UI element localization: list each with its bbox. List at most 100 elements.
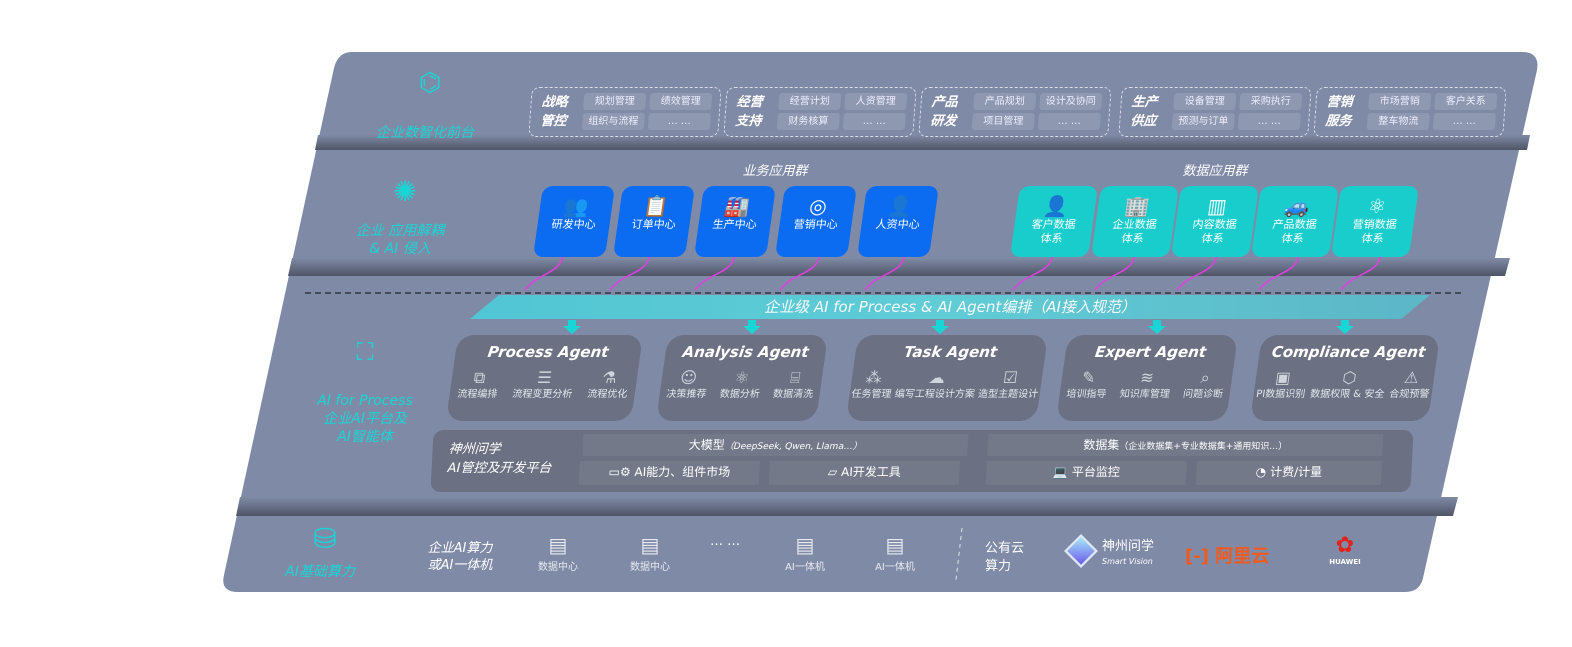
capability-label: 数据权限 & 安全 [1309, 389, 1386, 400]
agent-capability[interactable]: ⌸ 数据清洗 [772, 367, 817, 401]
business-title: 业务应用群 [742, 164, 808, 179]
group-chip[interactable]: … … [1237, 113, 1301, 130]
model-bar[interactable]: 大模型（DeepSeek, Qwen, Llama…） [582, 434, 969, 456]
group-chip[interactable]: … … [1037, 113, 1101, 130]
group-chip[interactable]: 客户关系 [1434, 93, 1498, 110]
dataset-note: （企业数据集+专业数据集+通用知识…） [1118, 442, 1288, 452]
data-card[interactable]: 🚙 产品数据 体系 [1251, 186, 1339, 257]
front-group: 生产供应 设备管理 采购执行 预测与订单… … [1118, 87, 1312, 137]
person-icon: 👤 [886, 194, 915, 218]
business-card[interactable]: 👤 人资中心 [857, 186, 939, 257]
group-chip[interactable]: 预测与订单 [1171, 113, 1235, 130]
agent-capability[interactable]: ⚗ 流程优化 [586, 367, 631, 401]
wand-icon: ✎ [1080, 368, 1097, 387]
target-icon: ◎ [807, 194, 829, 218]
capability-label: 流程变更分析 [511, 389, 573, 400]
card-label-line1: 客户数据 [1030, 218, 1077, 231]
dataset-bar[interactable]: 数据集（企业数据集+专业数据集+通用知识…） [987, 434, 1384, 456]
data-card[interactable]: ▥ 内容数据 体系 [1171, 186, 1259, 257]
group-title: 生产供应 [1129, 95, 1159, 129]
group-chip[interactable]: … … [842, 113, 906, 130]
group-chip[interactable]: 产品规划 [973, 93, 1037, 110]
building-icon: 🏢 [1123, 194, 1152, 218]
agent-capability[interactable]: ⌕ 问题诊断 [1182, 367, 1227, 401]
data-card[interactable]: ⚛ 营销数据 体系 [1331, 186, 1419, 257]
business-card[interactable]: 🏭 生产中心 [694, 186, 776, 257]
agent-capability[interactable]: ≋ 知识库管理 [1119, 367, 1174, 401]
group-title: 经营支持 [734, 95, 764, 129]
capability-label: 培训指导 [1065, 389, 1108, 400]
business-card[interactable]: 📋 订单中心 [613, 186, 695, 257]
group-chip[interactable]: 组织与流程 [581, 113, 645, 130]
card-label-line1: 企业数据 [1111, 218, 1158, 231]
card-label-line2: 体系 [1120, 232, 1145, 245]
agent-capability[interactable]: ☑ 造型主题设计 [977, 367, 1042, 401]
agent-card[interactable]: Task Agent ⁂ 任务管理 ☁ 编写工程设计方案 ☑ 造型主题设计 [845, 335, 1049, 421]
group-chip[interactable]: 规划管理 [583, 93, 647, 110]
ai-label-line3: AI智能体 [337, 429, 393, 445]
server-icon: ▤ [885, 533, 905, 557]
devtools-bar[interactable]: ▱ AI开发工具 [768, 461, 960, 485]
devtools-label: AI开发工具 [840, 465, 902, 479]
front-label: 企业数智化前台 [376, 125, 474, 141]
id-card-icon: ▣ [1274, 368, 1292, 387]
group-chip[interactable]: 项目管理 [971, 113, 1035, 130]
agent-capability[interactable]: ⚠ 合规预警 [1388, 367, 1433, 401]
card-label: 营销中心 [792, 218, 839, 231]
group-chip[interactable]: 财务核算 [776, 113, 840, 130]
data-card[interactable]: 👤 客户数据 体系 [1010, 186, 1098, 257]
card-label-line2: 体系 [1039, 232, 1064, 245]
capability-label: 造型主题设计 [977, 389, 1039, 400]
capability-label: PI数据识别 [1255, 389, 1306, 400]
devtools-icon: ▱ [827, 465, 842, 479]
private-compute: 企业AI算力 或AI一体机 [415, 540, 505, 574]
server-label: AI一体机 [875, 562, 915, 573]
capability-label: 数据清洗 [772, 389, 814, 400]
ai-platform: 神州问学 AI管控及开发平台 大模型（DeepSeek, Qwen, Llama…… [430, 430, 1414, 492]
model-label: 大模型 [688, 438, 726, 452]
group-chip[interactable]: 市场营销 [1368, 93, 1432, 110]
business-card[interactable]: 👥 研发中心 [533, 186, 615, 257]
agent-capability[interactable]: ☰ 流程变更分析 [511, 367, 576, 401]
agent-capability[interactable]: ▣ PI数据识别 [1255, 367, 1309, 401]
group-chip[interactable]: 人资管理 [844, 93, 908, 110]
agent-capability[interactable]: ☁ 编写工程设计方案 [894, 367, 979, 401]
agent-card[interactable]: Analysis Agent ☺ 决策推荐 ⚛ 数据分析 ⌸ 数据清洗 [655, 335, 829, 421]
capability-label: 任务管理 [850, 389, 893, 400]
agent-capability[interactable]: ⧉ 流程编排 [456, 367, 501, 401]
group-chip[interactable]: 设备管理 [1173, 93, 1237, 110]
group-chip[interactable]: 绩效管理 [649, 93, 713, 110]
down-arrows [563, 320, 1354, 334]
agent-card[interactable]: Expert Agent ✎ 培训指导 ≋ 知识库管理 ⌕ 问题诊断 [1055, 335, 1239, 421]
group-chip[interactable]: 设计及协同 [1039, 93, 1103, 110]
agent-capability[interactable]: ☺ 决策推荐 [665, 367, 710, 401]
card-label: 人资中心 [874, 218, 921, 231]
brain-icon: ⌬ [418, 68, 442, 98]
business-card[interactable]: ◎ 营销中心 [775, 186, 857, 257]
server-label: AI一体机 [785, 562, 825, 573]
group-chip[interactable]: 整车物流 [1366, 113, 1430, 130]
group-chip[interactable]: 采购执行 [1239, 93, 1303, 110]
data-card[interactable]: 🏢 企业数据 体系 [1091, 186, 1179, 257]
agent-capability[interactable]: ⁂ 任务管理 [850, 367, 895, 401]
agent-capability[interactable]: ⚛ 数据分析 [719, 367, 764, 401]
clipboard-icon: 📋 [642, 194, 671, 218]
layers-icon: ≋ [1139, 368, 1156, 387]
person-icon: 👤 [1042, 194, 1071, 218]
atom-icon: ⚛ [1366, 194, 1388, 218]
market-bar[interactable]: ▭⚙ AI能力、组件市场 [578, 461, 760, 485]
agent-card[interactable]: Compliance Agent ▣ PI数据识别 ⬡ 数据权限 & 安全 ⚠ 合规预警 [1249, 335, 1441, 421]
checklist-icon: ☑ [1001, 368, 1019, 387]
group-chip[interactable]: … … [1432, 113, 1496, 130]
agent-title: Compliance Agent [1270, 343, 1427, 361]
alert-icon: ⚠ [1403, 368, 1421, 387]
agent-capability[interactable]: ⬡ 数据权限 & 安全 [1309, 367, 1388, 401]
group-chip[interactable]: 经营计划 [778, 93, 842, 110]
agent-card[interactable]: Process Agent ⧉ 流程编排 ☰ 流程变更分析 ⚗ 流程优化 [445, 335, 644, 421]
network-icon: ⁂ [864, 368, 884, 387]
billing-bar[interactable]: ◔ 计费/计量 [1195, 461, 1382, 485]
monitor-bar[interactable]: 💻 平台监控 [985, 461, 1187, 485]
group-chip[interactable]: … … [647, 113, 711, 130]
agent-capability[interactable]: ✎ 培训指导 [1065, 367, 1110, 401]
private-line2: 或AI一体机 [427, 558, 493, 573]
